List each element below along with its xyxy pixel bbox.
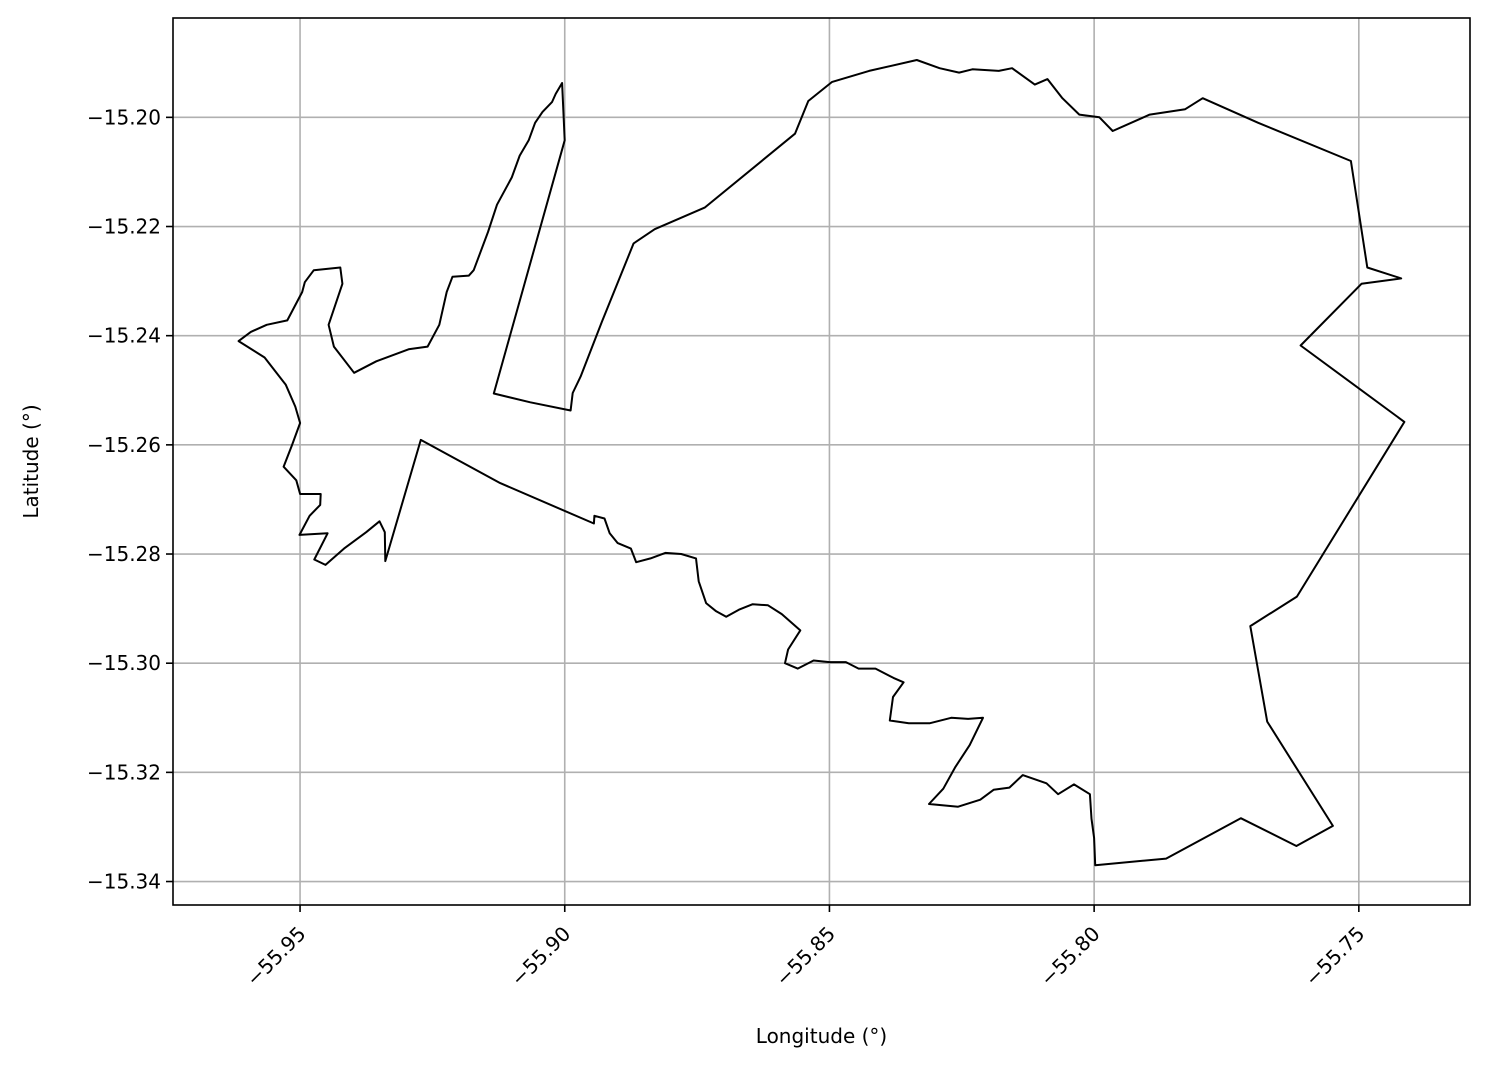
y-axis-ticks: −15.20 −15.22 −15.24 −15.26 −15.28 −15.30 −15.… xyxy=(87,105,173,894)
y-tick-label: −15.34 xyxy=(87,870,161,894)
y-tick-label: −15.22 xyxy=(87,215,161,239)
y-axis-label: Latitude (°) xyxy=(19,404,43,518)
y-tick-label: −15.28 xyxy=(87,542,161,566)
y-tick-label: −15.30 xyxy=(87,651,161,675)
map-shapes xyxy=(237,59,1406,867)
y-tick-label: −15.26 xyxy=(87,433,161,457)
y-tick-label: −15.24 xyxy=(87,324,161,348)
boundary-polygon xyxy=(237,59,1406,867)
gridlines xyxy=(173,18,1470,905)
y-tick-label: −15.32 xyxy=(87,760,161,784)
plot-frame xyxy=(172,17,1471,906)
x-axis-label: Longitude (°) xyxy=(756,1024,887,1048)
y-tick-label: −15.20 xyxy=(87,105,161,129)
